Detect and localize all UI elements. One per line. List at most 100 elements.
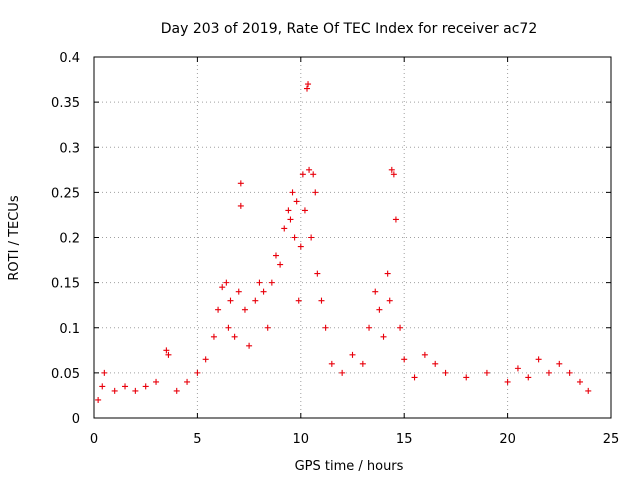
data-point: [289, 189, 296, 196]
data-point: [111, 387, 118, 394]
data-point: [504, 378, 511, 385]
data-point: [376, 306, 383, 313]
data-point: [237, 202, 244, 209]
data-point: [380, 333, 387, 340]
x-axis-label: GPS time / hours: [295, 459, 404, 474]
y-tick-label: 0.35: [51, 96, 80, 111]
data-point: [173, 387, 180, 394]
grid: [94, 57, 611, 418]
data-point: [301, 207, 308, 214]
data-point: [386, 297, 393, 304]
data-point: [235, 288, 242, 295]
data-point: [314, 270, 321, 277]
data-point: [101, 369, 108, 376]
data-point: [556, 360, 563, 367]
data-point: [372, 288, 379, 295]
data-point: [95, 396, 102, 403]
data-point: [312, 189, 319, 196]
data-point: [142, 383, 149, 390]
axis-ticks: 0 5 10 15 20 25 0 0.05 0.1 0.15 0.2 0.25 0.3 0.35 0.4: [51, 51, 619, 447]
data-point: [237, 180, 244, 187]
x-tick-label: 5: [193, 432, 201, 447]
data-point: [318, 297, 325, 304]
data-point: [122, 383, 129, 390]
data-point: [165, 351, 172, 358]
data-point: [328, 360, 335, 367]
data-point: [227, 297, 234, 304]
plot-frame: [93, 56, 612, 419]
data-point: [483, 369, 490, 376]
data-point: [349, 351, 356, 358]
data-point: [525, 374, 532, 381]
data-point: [285, 207, 292, 214]
data-point: [295, 297, 302, 304]
data-point: [281, 225, 288, 232]
data-point: [268, 279, 275, 286]
data-point: [463, 374, 470, 381]
data-point: [210, 333, 217, 340]
data-point: [366, 324, 373, 331]
y-tick-label: 0.4: [59, 51, 80, 66]
data-point: [272, 252, 279, 259]
data-point: [304, 85, 311, 92]
data-point: [388, 166, 395, 173]
x-tick-label: 0: [90, 432, 98, 447]
data-point: [99, 383, 106, 390]
data-point: [219, 284, 226, 291]
data-point: [359, 360, 366, 367]
data-point: [514, 365, 521, 372]
data-point: [310, 171, 317, 178]
data-point: [411, 374, 418, 381]
data-point: [132, 387, 139, 394]
data-point: [260, 288, 267, 295]
data-points: [95, 81, 592, 403]
data-point: [256, 279, 263, 286]
data-point: [241, 306, 248, 313]
data-point: [401, 356, 408, 363]
data-point: [585, 387, 592, 394]
y-tick-label: 0.25: [51, 186, 80, 201]
data-point: [297, 243, 304, 250]
data-point: [215, 306, 222, 313]
y-tick-label: 0.05: [51, 367, 80, 382]
data-point: [392, 216, 399, 223]
y-tick-label: 0.15: [51, 277, 80, 292]
data-point: [397, 324, 404, 331]
data-point: [384, 270, 391, 277]
y-tick-label: 0.1: [59, 322, 80, 337]
data-point: [535, 356, 542, 363]
data-point: [277, 261, 284, 268]
chart-title: Day 203 of 2019, Rate Of TEC Index for r…: [161, 21, 537, 37]
x-tick-label: 15: [396, 432, 413, 447]
x-tick-label: 10: [293, 432, 310, 447]
y-tick-label: 0: [72, 412, 80, 427]
y-tick-label: 0.2: [59, 232, 80, 247]
data-point: [421, 351, 428, 358]
data-point: [339, 369, 346, 376]
data-point: [153, 378, 160, 385]
data-point: [293, 198, 300, 205]
data-point: [225, 324, 232, 331]
data-point: [194, 369, 201, 376]
data-point: [306, 166, 313, 173]
data-point: [390, 171, 397, 178]
data-point: [322, 324, 329, 331]
data-point: [223, 279, 230, 286]
data-point: [576, 378, 583, 385]
y-axis-label: ROTI / TECUs: [7, 195, 22, 280]
data-point: [246, 342, 253, 349]
data-point: [291, 234, 298, 241]
data-point: [299, 171, 306, 178]
data-point: [252, 297, 259, 304]
data-point: [432, 360, 439, 367]
x-tick-label: 20: [499, 432, 516, 447]
data-point: [264, 324, 271, 331]
data-point: [545, 369, 552, 376]
data-point: [308, 234, 315, 241]
data-point: [287, 216, 294, 223]
x-tick-label: 25: [603, 432, 620, 447]
data-point: [163, 347, 170, 354]
data-point: [202, 356, 209, 363]
data-point: [231, 333, 238, 340]
data-point: [566, 369, 573, 376]
